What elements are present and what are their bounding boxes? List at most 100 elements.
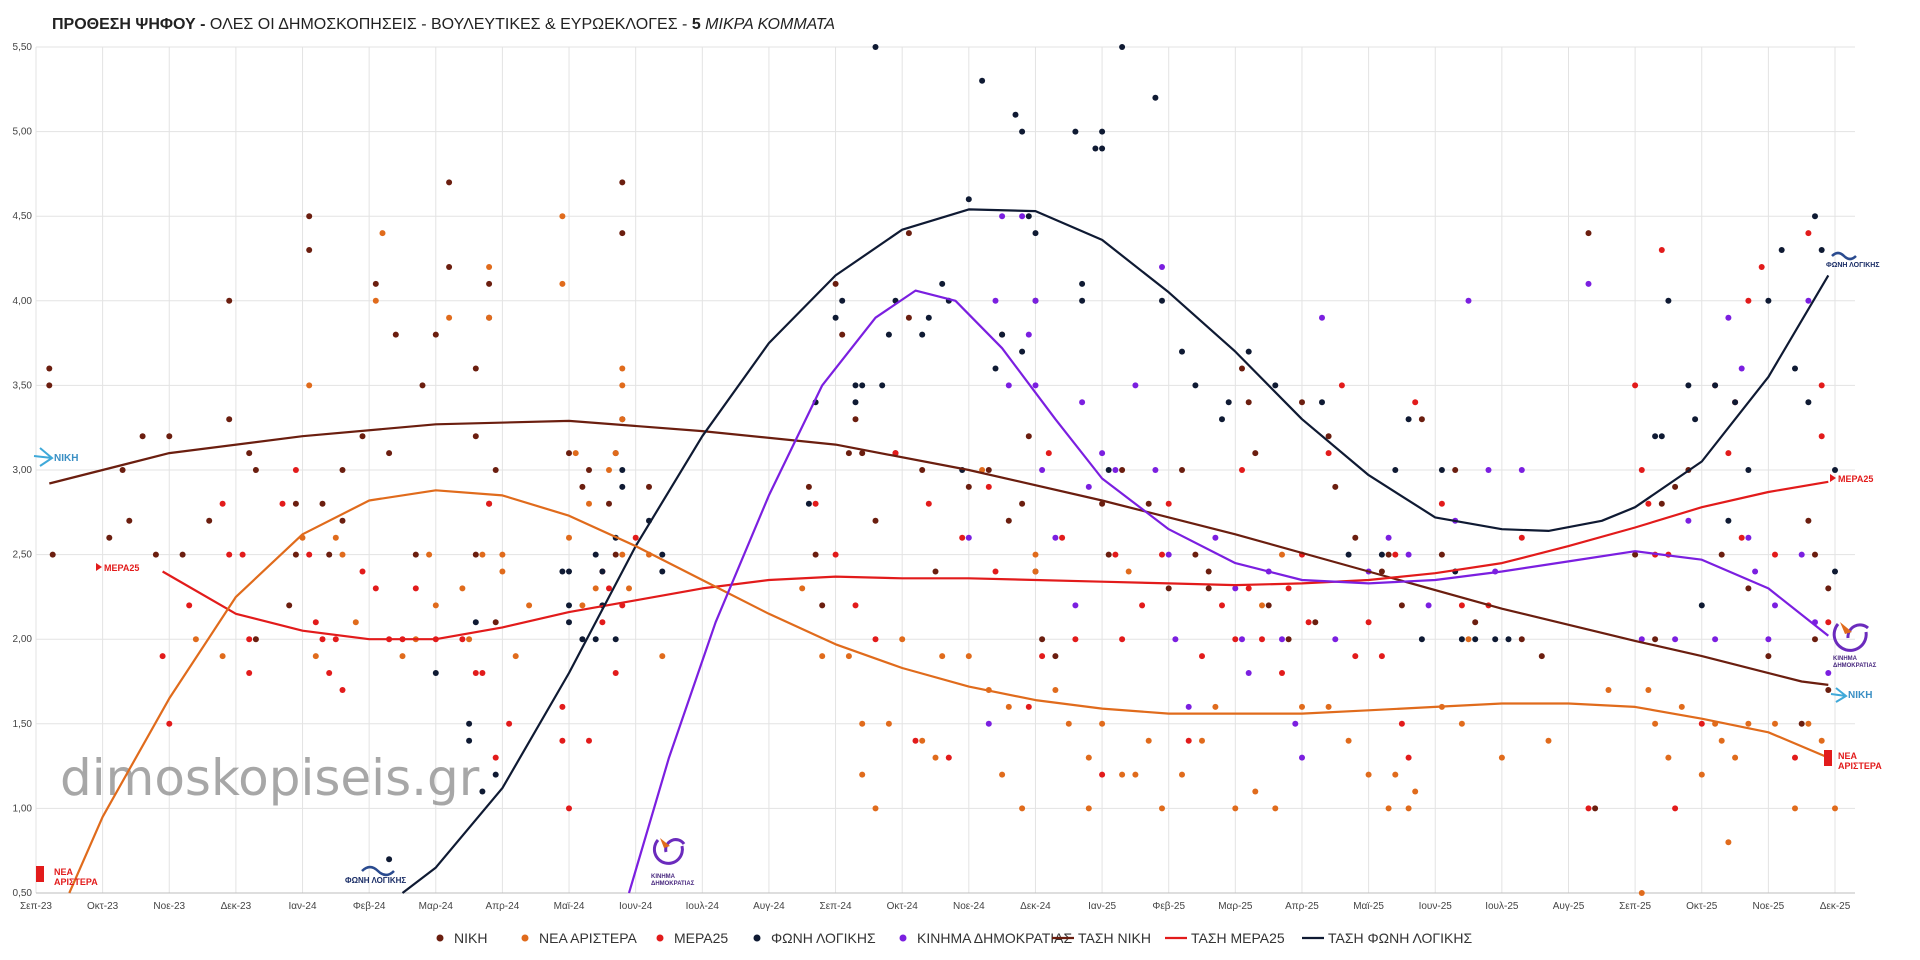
data-point [1252,788,1259,795]
data-point [599,619,606,626]
title-part-1: ΠΡΟΘΕΣΗ ΨΗΦΟΥ - [52,16,206,33]
x-tick-label: Αυγ-25 [1553,901,1585,912]
data-point [306,247,313,253]
legend-marker [753,934,761,942]
data-point [619,179,626,186]
data-point [1032,551,1039,558]
data-point [459,585,466,592]
data-point [1232,805,1239,812]
trend-line [401,208,1830,894]
data-point [992,568,999,575]
data-point [1385,534,1392,541]
data-point [192,636,199,643]
data-point [619,483,626,490]
data-point [1165,551,1172,558]
data-point [586,467,592,473]
data-point [1672,483,1679,490]
data-point [586,737,592,744]
data-point [1792,805,1798,812]
data-point [1245,585,1252,592]
logo-nea-aristera-right: ΝΕΑ ΑΡΙΣΤΕΡΑ [1824,750,1882,771]
data-point [566,805,572,812]
data-point [1259,602,1265,609]
data-point [1772,602,1778,609]
data-point [632,534,639,541]
data-point [1152,94,1159,101]
data-point [1092,145,1099,152]
data-point [1019,348,1026,355]
data-point [279,500,286,507]
data-point [579,636,586,643]
data-point [1818,433,1825,440]
data-point [1772,551,1778,558]
kinima-logo-leaf-icon [660,838,670,848]
data-point [1079,297,1086,304]
data-point [446,314,453,321]
foni-logo-right-icon [1831,251,1857,261]
kinima-logo-right-icon [1832,623,1870,652]
data-point [659,653,666,660]
data-point [1279,551,1285,558]
data-point [1825,585,1832,592]
data-point [1025,703,1032,710]
data-point [899,636,906,643]
data-point [985,483,992,490]
data-point [606,500,612,507]
data-point [1712,382,1719,389]
data-point [1378,551,1385,558]
data-point [492,754,499,761]
data-point [1165,585,1172,592]
nea-aristera-logo-right-icon [1824,750,1832,766]
data-point [1765,297,1772,304]
data-point [486,264,493,270]
data-point [945,754,952,761]
logo-foni-bottom: ΦΩΝΗ ΛΟΓΙΚΗΣ [345,865,406,885]
data-point [492,619,499,626]
data-point [1778,247,1785,253]
data-point [805,483,812,490]
data-point [1752,568,1759,575]
title-part-4: ΜΙΚΡΑ ΚΟΜΜΑΤΑ [700,16,836,33]
data-point [292,500,299,507]
data-point [1159,264,1165,270]
data-point [1638,467,1645,473]
data-point [1105,467,1112,473]
data-point [1732,754,1739,761]
data-point [1052,687,1059,693]
data-point [1192,551,1199,558]
data-point [1692,416,1699,423]
x-tick-label: Σεπ-25 [1619,901,1651,912]
x-tick-label: Ιουλ-24 [686,901,720,912]
trend-line [627,289,1829,894]
data-point [1638,636,1645,643]
data-point [619,365,626,372]
data-point [432,670,439,676]
data-point [1765,636,1772,643]
data-point [1405,551,1412,558]
data-point [46,365,53,372]
y-tick-label: 4,50 [13,211,33,222]
data-point [1019,128,1026,135]
data-point [1085,483,1092,490]
data-point [1825,619,1832,626]
data-point [1025,331,1032,338]
data-point [1638,890,1645,896]
data-point [646,483,652,490]
data-point [1545,737,1552,744]
data-point [1012,111,1019,118]
mera25-logo-icon [96,563,102,571]
logo-kinima-right-line2: ΔΗΜΟΚΡΑΤΙΑΣ [1833,663,1877,669]
data-point [1325,433,1332,440]
data-point [1132,382,1139,389]
data-point [1398,720,1405,727]
data-point [839,297,846,304]
data-point [1312,619,1319,626]
data-point [372,585,379,592]
data-point [832,551,839,558]
data-point [566,568,572,575]
data-point [1832,568,1838,575]
data-point [1299,399,1305,406]
data-point [1485,467,1492,473]
logo-nea-aristera-left: ΝΕΑ ΑΡΙΣΤΕΡΑ [36,866,98,887]
